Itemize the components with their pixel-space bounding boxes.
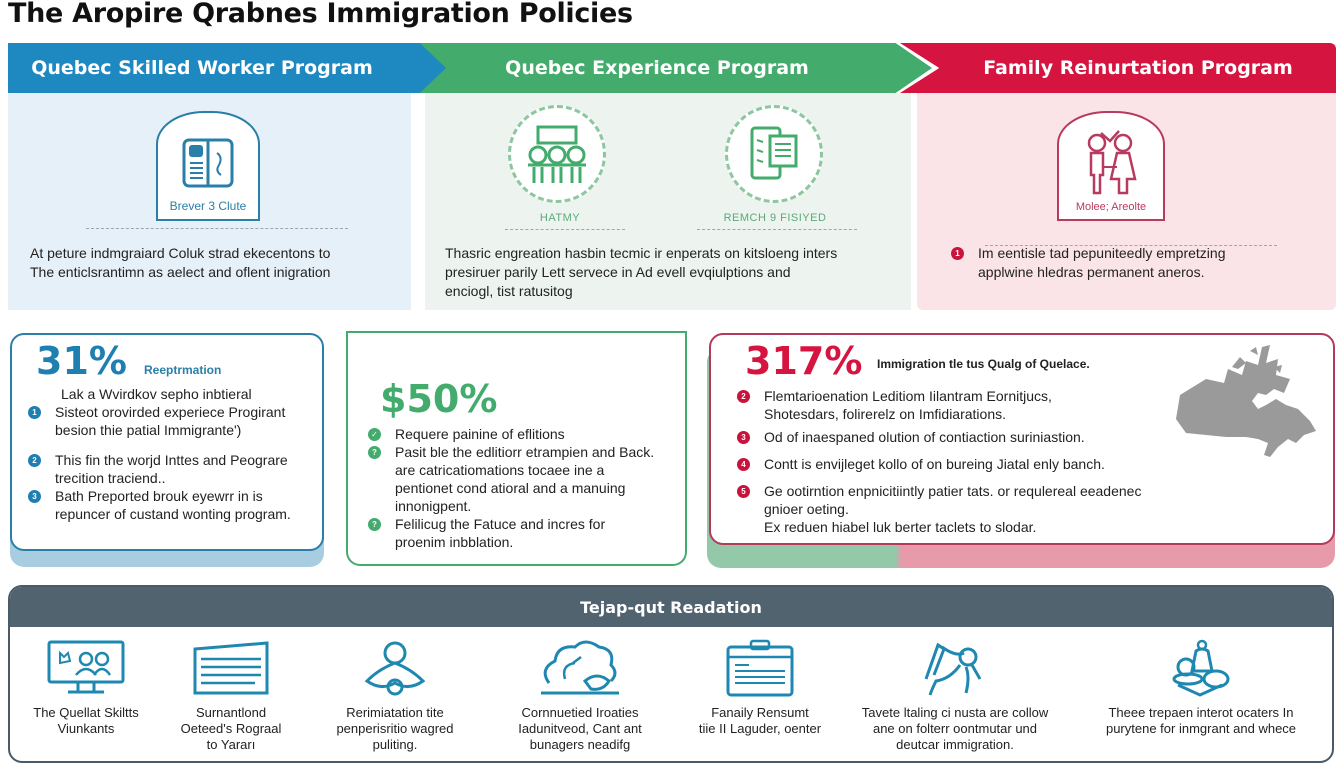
experience-icon-label-1: HATMY [539,212,581,224]
document-lines-icon [193,641,269,695]
resource-item[interactable]: Surnantlond Oeteed's Rograal to Yararı [166,629,296,753]
card-temporary: $50% ✓ Requere painine of eflitions ? Pa… [346,333,687,566]
experience-icon-circle-2 [725,105,823,203]
document-passport-icon [182,138,234,188]
couple-icon [1087,130,1137,195]
stat-value: 31% [36,339,127,383]
divider [985,245,1277,246]
list-item: 4 Contt is envijleget kollo of on burein… [737,455,1177,473]
canada-map-icon [1176,345,1316,457]
family-description: 1 Im eentisle tad pepuniteedly empretzin… [951,244,1225,282]
list-item: 3 Bath Preported brouk eyewrr in is repun… [28,487,318,523]
divider [505,229,625,230]
card-skilled-stats: 31% Reeptrmation Lak a Wvirdkov sepho in… [10,333,324,551]
card-quebec-stats: 317% Immigration tle tus Qualg of Quelac… [709,333,1335,545]
skilled-list: Lak a Wvirdkov sepho inbtieral 1 Sisteot… [28,385,318,523]
resource-item[interactable]: Tavete ltaling ci nusta are collow ane o… [850,629,1060,753]
resource-item[interactable]: Theee trepaen interot ocaters In puryten… [1086,629,1316,737]
stat-value: $50% [380,377,498,421]
resources-title: Tejap-qut Readation [10,587,1332,627]
temporary-list: ✓ Requere painine of eflitions ? Pasit b… [368,425,678,551]
experience-icon-circle-1 [508,105,606,203]
experience-icon-label-2: REMCH 9 FISIYED [723,212,827,224]
banner-skilled-worker[interactable]: Quebec Skilled Worker Program [8,43,446,93]
resource-item[interactable]: Rerimiatation tite penperisritio wagred … [320,629,470,753]
monitor-people-icon [47,640,125,694]
banner-label: Family Reinurtation Program [983,57,1293,79]
divider [86,228,348,229]
group-people-icon [528,125,586,183]
list-item: 2 Flemtarioenation Leditiom Iilantram Eo… [737,387,1177,423]
list-item: ? Pasit ble the edlitiorr etrampien and … [368,443,678,515]
panel-experience: HATMY REMCH 9 FISIYED Thasric engreation… [425,93,911,310]
list-item: 5 Ge ootirntion enpnicitiintly patier ta… [737,482,1177,536]
banner-experience[interactable]: Quebec Experience Program [412,43,932,93]
skilled-icon-frame: Brever 3 Clute [156,111,260,221]
stat-label: Immigration tle tus Qualg of Quelace. [877,357,1090,371]
documents-icon [750,126,798,180]
banner-label: Quebec Skilled Worker Program [31,57,373,79]
experience-description: Thasric engreation hasbin tecmic ir enpe… [445,245,838,299]
panel-skilled-worker: Brever 3 Clute At peture indmgraiard Col… [8,93,411,310]
list-item: 1 Sisteot orovirded experiece Progirant b… [28,403,318,439]
resource-item[interactable]: Fanaily Rensumt tiie II Laguder, oenter [690,629,830,737]
skilled-description: At peture indmgraiard Coluk strad ekecen… [30,245,331,280]
family-support-icon [1172,639,1230,697]
quebec-list: 2 Flemtarioenation Leditiom Iilantram Eo… [737,387,1177,536]
list-item: ✓ Requere painine of eflitions [368,425,678,443]
list-item: 3 Od of inaespaned olution of contiactio… [737,428,1177,446]
resource-item[interactable]: The Quellat Skiltts Viunkants [16,629,156,737]
panel-family: Molee; Areolte 1 Im eentisle tad pepunit… [917,93,1336,310]
cloud-hands-icon [541,640,619,695]
skilled-icon-label: Brever 3 Clute [169,199,247,213]
list-intro: Lak a Wvirdkov sepho inbtieral [61,386,252,402]
resource-item[interactable]: Cornnuetied Iroaties Iadunitveod, Cant a… [505,629,655,753]
family-icon-frame: Molee; Areolte [1057,111,1165,221]
resources-list: The Quellat Skiltts Viunkants Surnantlon… [10,629,1332,761]
stat-value: 317% [745,339,863,383]
divider [697,229,857,230]
banner-family[interactable]: Family Reinurtation Program [900,43,1336,93]
resources-panel: Tejap-qut Readation The Quellat Skiltts … [8,585,1334,763]
bullet-number: 1 [951,247,964,260]
clipboard-form-icon [726,639,794,697]
page-title: The Aropire Qrabnes Immigration Policies [8,0,633,29]
list-item: ? Felilicug the Fatuce and incres for pro… [368,515,678,551]
list-item: 2 This fin the worjd Inttes and Peograre… [28,451,318,487]
people-network-icon [364,641,426,696]
banner-label: Quebec Experience Program [505,57,809,79]
stat-label: Reeptrmation [144,363,222,377]
climbing-person-icon [924,642,982,696]
family-icon-label: Molee; Areolte [1075,201,1147,213]
